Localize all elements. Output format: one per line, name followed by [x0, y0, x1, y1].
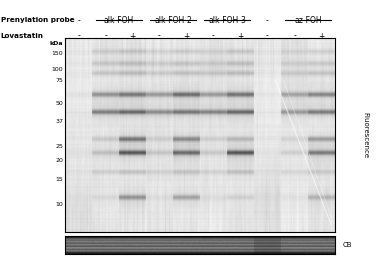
Text: -: -: [212, 32, 215, 41]
Text: 37: 37: [55, 119, 63, 124]
Text: 50: 50: [55, 102, 63, 106]
Text: alk-FOH-2: alk-FOH-2: [154, 16, 192, 25]
Text: -: -: [158, 32, 161, 41]
Text: 15: 15: [55, 177, 63, 182]
Text: Prenylation probe: Prenylation probe: [1, 17, 74, 23]
Text: 75: 75: [55, 78, 63, 83]
Text: -: -: [77, 16, 80, 25]
Text: alk-FOH: alk-FOH: [104, 16, 134, 25]
Text: az-FOH: az-FOH: [294, 16, 322, 25]
Text: 25: 25: [55, 144, 63, 149]
Text: -: -: [77, 32, 80, 41]
Text: 10: 10: [55, 202, 63, 207]
Text: 100: 100: [51, 66, 63, 72]
Text: CB: CB: [343, 242, 352, 248]
Text: Fluorescence: Fluorescence: [363, 112, 368, 158]
Text: kDa: kDa: [50, 41, 63, 46]
Text: +: +: [238, 32, 244, 41]
Text: +: +: [318, 32, 325, 41]
Text: -: -: [266, 32, 269, 41]
Text: 20: 20: [55, 158, 63, 163]
Text: alk-FOH-3: alk-FOH-3: [208, 16, 246, 25]
Text: -: -: [293, 32, 296, 41]
Text: +: +: [129, 32, 136, 41]
Text: -: -: [266, 16, 269, 25]
Text: 150: 150: [51, 51, 63, 56]
Text: Lovastatin: Lovastatin: [1, 34, 44, 39]
Text: +: +: [183, 32, 190, 41]
Text: -: -: [104, 32, 107, 41]
